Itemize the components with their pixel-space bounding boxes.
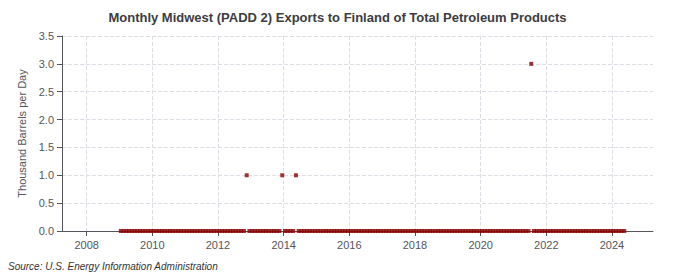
svg-text:2022: 2022 (534, 239, 558, 251)
svg-text:2014: 2014 (271, 239, 295, 251)
svg-text:2.0: 2.0 (39, 114, 54, 126)
svg-text:0.0: 0.0 (39, 225, 54, 237)
svg-text:2010: 2010 (140, 239, 164, 251)
svg-text:2020: 2020 (468, 239, 492, 251)
svg-text:Thousand Barrels per Day: Thousand Barrels per Day (16, 69, 28, 198)
svg-text:2008: 2008 (74, 239, 98, 251)
svg-text:0.5: 0.5 (39, 197, 54, 209)
svg-text:2016: 2016 (337, 239, 361, 251)
svg-text:1.5: 1.5 (39, 141, 54, 153)
svg-text:2.5: 2.5 (39, 86, 54, 98)
svg-text:2024: 2024 (600, 239, 624, 251)
svg-text:2012: 2012 (206, 239, 230, 251)
svg-text:3.5: 3.5 (39, 30, 54, 42)
svg-text:1.0: 1.0 (39, 169, 54, 181)
svg-text:Source: U.S. Energy Informatio: Source: U.S. Energy Information Administ… (8, 261, 218, 272)
svg-text:2018: 2018 (403, 239, 427, 251)
svg-text:3.0: 3.0 (39, 58, 54, 70)
svg-text:Monthly Midwest (PADD 2) Expor: Monthly Midwest (PADD 2) Exports to Finl… (108, 10, 566, 25)
